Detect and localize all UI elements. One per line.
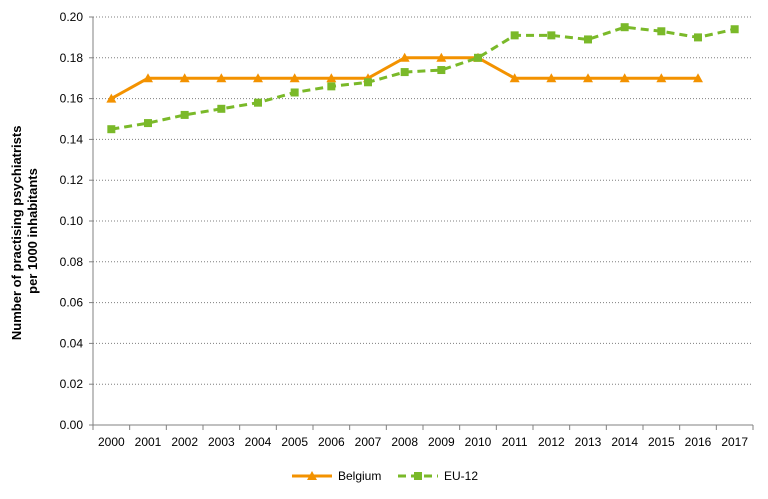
series-eu-12 bbox=[107, 23, 739, 134]
data-point-belgium bbox=[583, 73, 593, 83]
data-point-eu-12 bbox=[584, 35, 592, 44]
x-tick-label: 2016 bbox=[685, 435, 712, 449]
data-point-eu-12 bbox=[364, 78, 372, 87]
y-tick-label: 0.02 bbox=[60, 377, 84, 391]
x-tick-label: 2010 bbox=[465, 435, 492, 449]
x-tick-label: 2001 bbox=[135, 435, 162, 449]
x-tick-label: 2017 bbox=[721, 435, 748, 449]
legend-marker bbox=[307, 471, 317, 480]
y-axis-label-line-2: per 1000 inhabitants bbox=[25, 168, 40, 294]
data-point-eu-12 bbox=[474, 53, 482, 62]
x-tick-label: 2004 bbox=[245, 435, 272, 449]
data-point-eu-12 bbox=[144, 119, 152, 128]
data-point-belgium bbox=[619, 73, 630, 83]
x-tick-label: 2007 bbox=[355, 435, 382, 449]
x-tick-label: 2014 bbox=[611, 435, 638, 449]
data-point-belgium bbox=[399, 52, 410, 62]
series-line-eu-12 bbox=[111, 25, 735, 131]
y-tick-label: 0.12 bbox=[60, 173, 84, 187]
y-axis-label: Number of practising psychiatrists per 1… bbox=[9, 122, 40, 340]
legend-item-eu-12: EU-12 bbox=[398, 469, 478, 483]
data-point-eu-12 bbox=[400, 68, 409, 77]
legend-label: Belgium bbox=[338, 469, 381, 483]
data-point-eu-12 bbox=[217, 104, 226, 113]
data-point-eu-12 bbox=[730, 25, 739, 34]
y-tick-label: 0.20 bbox=[60, 10, 84, 24]
data-point-belgium bbox=[179, 73, 190, 83]
y-tick-labels: 0.00 0.02 0.04 0.06 0.08 0.10 0.12 0.14 0.16 0.18… bbox=[60, 10, 84, 432]
legend-item-belgium: Belgium bbox=[292, 469, 381, 483]
x-tick-label: 2005 bbox=[281, 435, 308, 449]
x-tick-label: 2009 bbox=[428, 435, 455, 449]
data-point-belgium bbox=[546, 73, 557, 83]
y-tick-label: 0.00 bbox=[60, 418, 84, 432]
y-tick-label: 0.06 bbox=[60, 296, 84, 310]
x-tick-label: 2008 bbox=[391, 435, 418, 449]
legend-label: EU-12 bbox=[444, 469, 478, 483]
y-tick-label: 0.14 bbox=[60, 132, 84, 146]
data-point-belgium bbox=[436, 52, 447, 62]
data-point-eu-12 bbox=[254, 98, 262, 107]
x-tick-labels: 2000 2001 2002 2003 2004 2005 2006 2007 2008 2009… bbox=[92, 425, 754, 449]
x-tick-label: 2013 bbox=[575, 435, 602, 449]
y-tick-label: 0.16 bbox=[60, 92, 84, 106]
data-point-belgium bbox=[106, 93, 117, 103]
data-point-belgium bbox=[509, 73, 520, 83]
y-axis-label-line-1: Number of practising psychiatrists bbox=[9, 126, 24, 341]
data-point-belgium bbox=[326, 73, 337, 83]
data-point-belgium bbox=[656, 73, 667, 83]
data-point-belgium bbox=[143, 73, 153, 83]
x-tick-label: 2011 bbox=[502, 435, 528, 449]
series-belgium bbox=[106, 52, 703, 103]
y-tick-label: 0.10 bbox=[60, 214, 84, 228]
series-layer bbox=[106, 23, 739, 134]
data-point-eu-12 bbox=[327, 82, 336, 91]
x-tick-label: 2015 bbox=[648, 435, 675, 449]
y-tick-label: 0.18 bbox=[60, 51, 84, 65]
legend-marker bbox=[414, 472, 422, 480]
data-point-eu-12 bbox=[547, 31, 556, 40]
legend: Belgium EU-12 bbox=[292, 469, 478, 483]
x-tick-label: 2000 bbox=[98, 435, 125, 449]
data-point-belgium bbox=[693, 73, 703, 83]
data-point-eu-12 bbox=[694, 33, 702, 42]
data-point-eu-12 bbox=[657, 27, 666, 36]
data-point-eu-12 bbox=[180, 110, 189, 119]
data-point-belgium bbox=[289, 73, 300, 83]
x-tick-label: 2003 bbox=[208, 435, 235, 449]
data-point-eu-12 bbox=[620, 23, 629, 32]
data-point-belgium bbox=[253, 73, 263, 83]
series-line-belgium bbox=[110, 56, 698, 100]
data-point-eu-12 bbox=[510, 31, 519, 40]
x-tick-label: 2006 bbox=[318, 435, 345, 449]
y-tick-label: 0.08 bbox=[60, 255, 84, 269]
y-tick-label: 0.04 bbox=[60, 336, 84, 350]
data-point-eu-12 bbox=[437, 66, 446, 75]
data-point-eu-12 bbox=[107, 125, 116, 134]
x-tick-label: 2002 bbox=[171, 435, 198, 449]
x-tick-label: 2012 bbox=[538, 435, 565, 449]
data-point-eu-12 bbox=[290, 88, 299, 97]
data-point-belgium bbox=[216, 73, 227, 83]
